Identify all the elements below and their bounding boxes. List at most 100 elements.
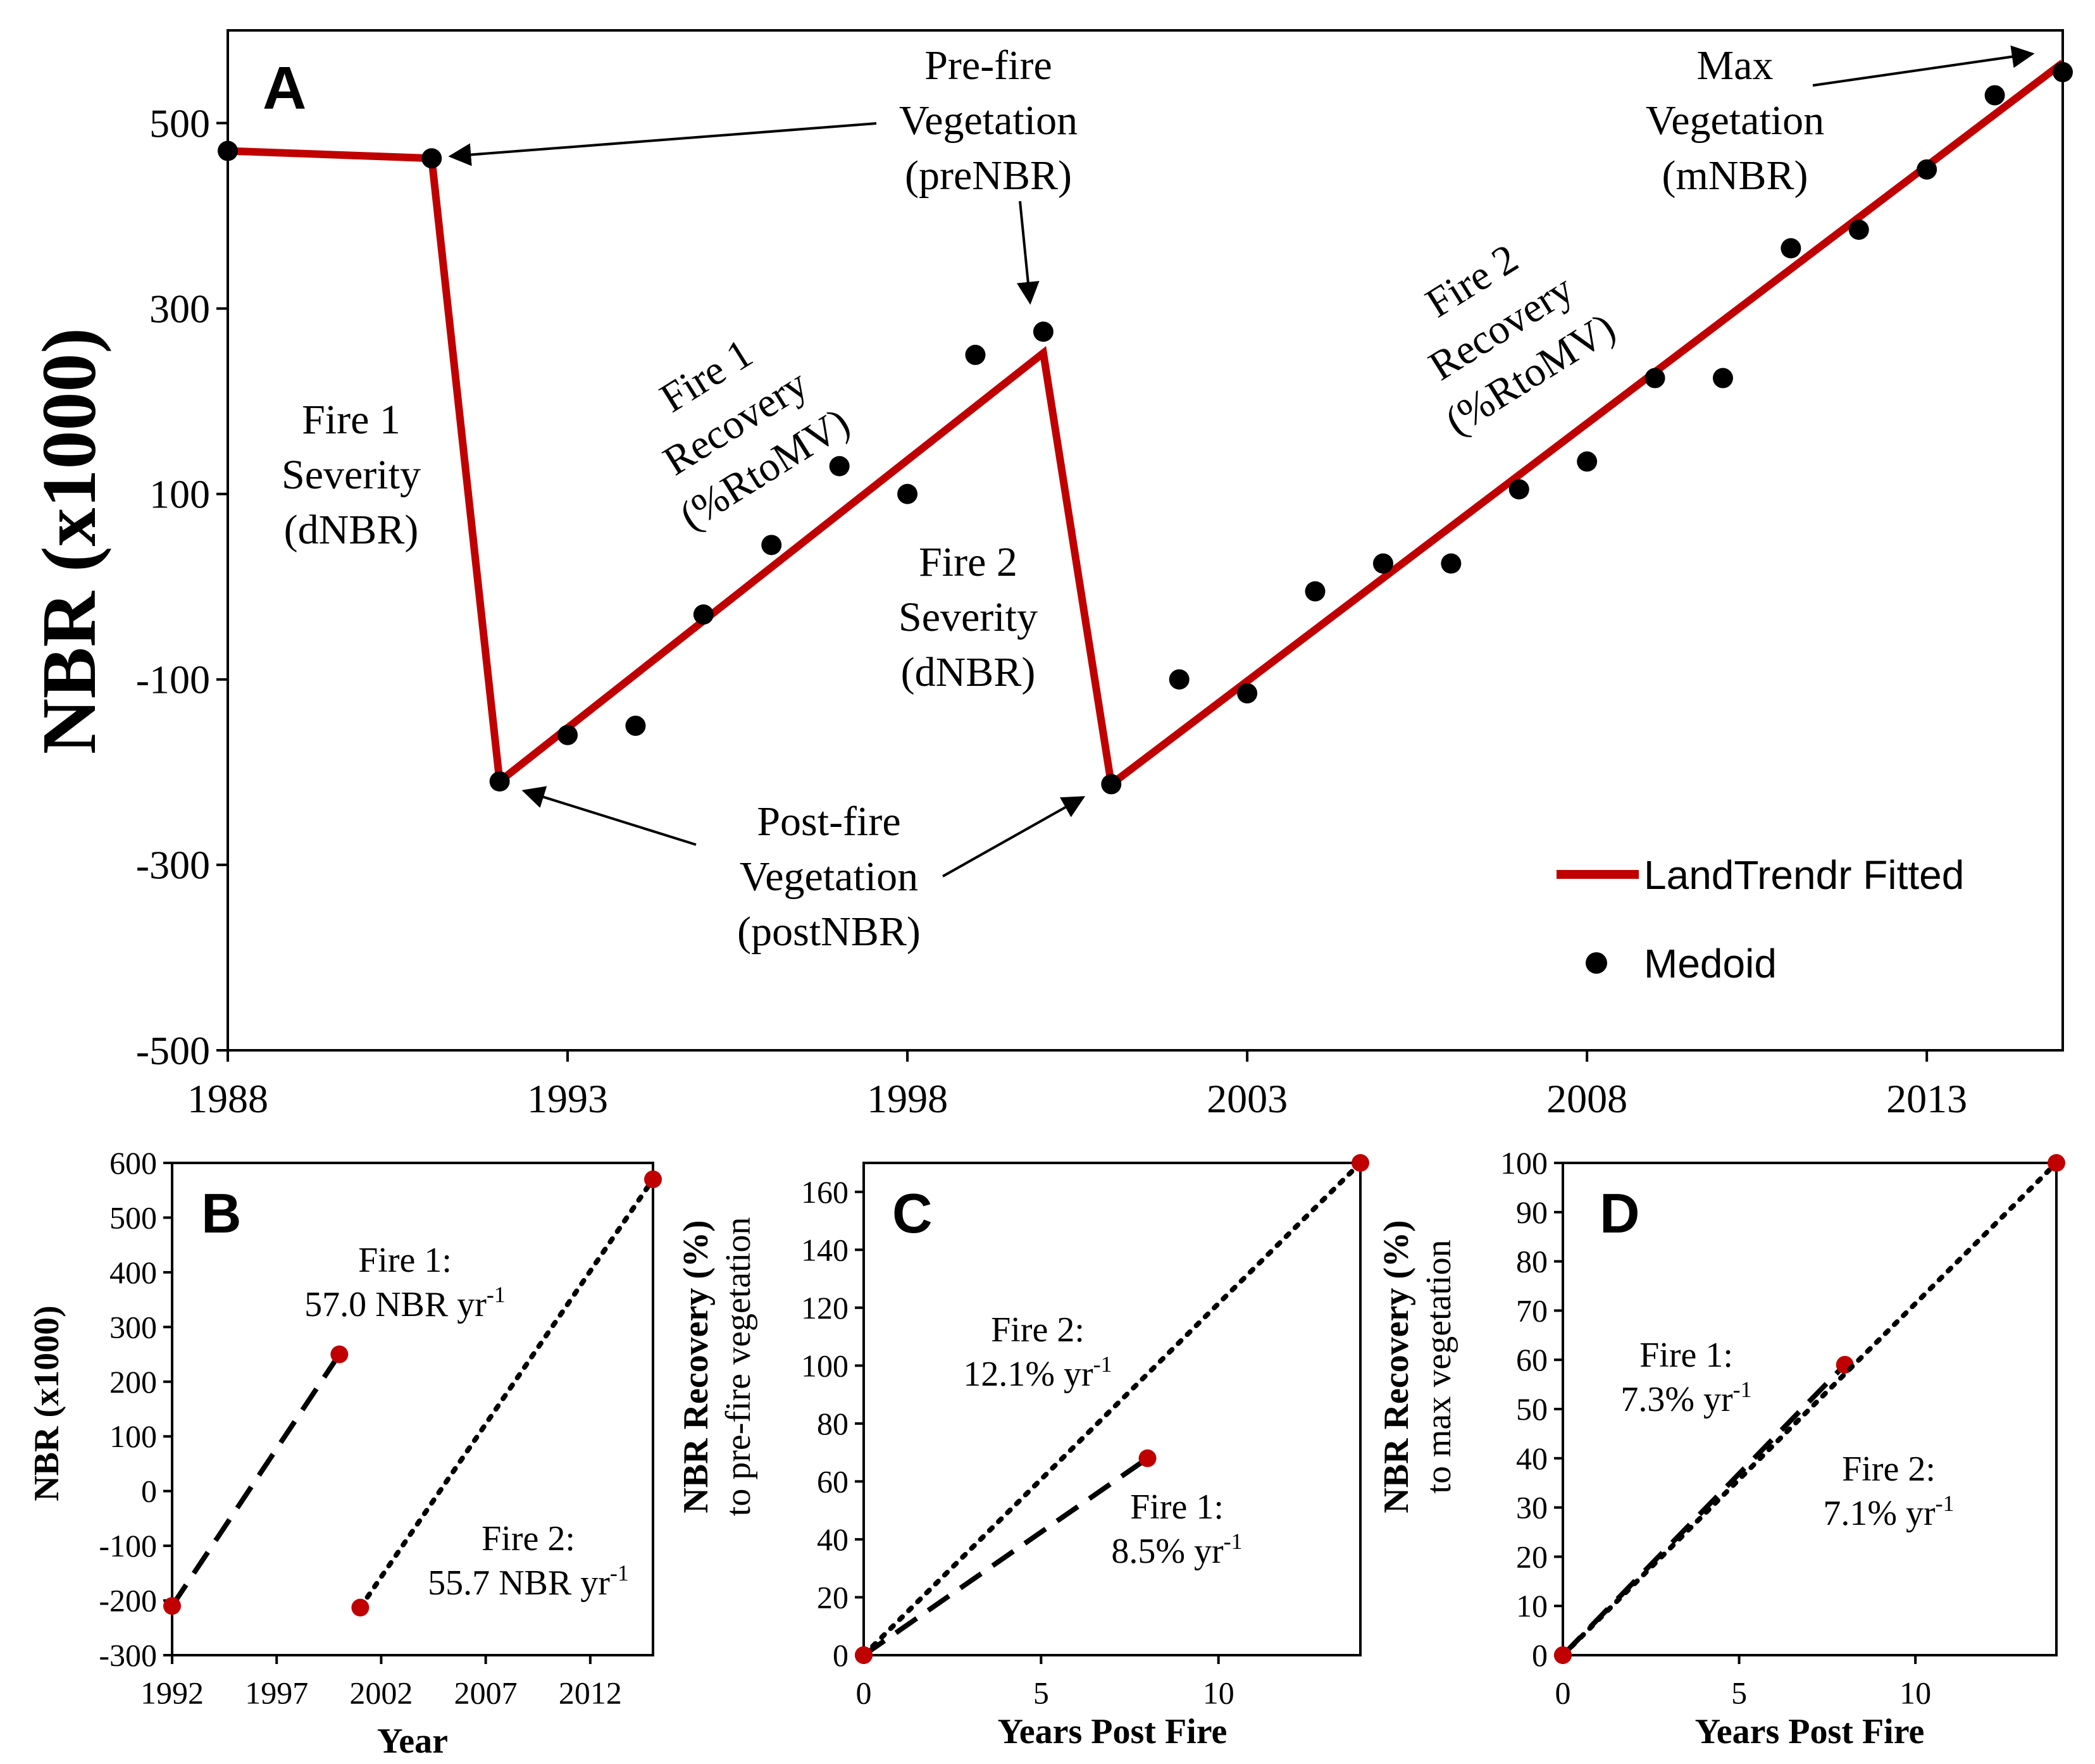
panel-a-medoid-points [218, 61, 2073, 795]
medoid-point [1169, 669, 1190, 690]
panel-a-frame [227, 29, 2064, 1052]
panel-c-ytick-label: 80 [817, 1406, 849, 1441]
panel-d-xlabel: Years Post Fire [1695, 1712, 1925, 1751]
panel-b-ytick-label: 200 [109, 1364, 157, 1400]
panel-b-frame [171, 1162, 654, 1656]
medoid-point [421, 148, 442, 169]
panel-d-fire2-value: 7.1% yr [1823, 1494, 1936, 1533]
panel-d-label-fire2: Fire 2: 7.1% yr-1 [1823, 1450, 1954, 1533]
annotation-mnbr-line1: Max [1697, 42, 1774, 89]
panel-a-xtick-label: 2013 [1886, 1076, 1967, 1121]
panel-c-fire2-rate: 12.1% yr-1 [963, 1351, 1112, 1394]
medoid-point [625, 716, 646, 736]
panel-b-fire2-end-point [644, 1170, 662, 1188]
annotation-fire1-severity-line1: Fire 1 [302, 397, 401, 443]
panel-b-ytick-label: 500 [109, 1200, 157, 1235]
panel-b-xtick-label: 2012 [559, 1675, 622, 1711]
panel-d-fire1-value: 7.3% yr [1620, 1380, 1733, 1419]
annotation-mnbr-line2: Vegetation [1646, 97, 1824, 144]
medoid-point [965, 344, 986, 365]
panel-c-xtick-label: 5 [1033, 1675, 1049, 1711]
panel-b-letter: B [201, 1182, 242, 1245]
annotation-postnbr-line2: Vegetation [740, 854, 918, 900]
annotation-prenbr-line2: Vegetation [899, 97, 1078, 144]
panel-b-ytick-label: -100 [99, 1528, 157, 1563]
medoid-point [218, 140, 238, 161]
medoid-point [1781, 238, 1801, 259]
annotation-fire2-recovery: Fire 2 Recovery (%RtoMV) [1418, 235, 1623, 444]
medoid-point [1644, 368, 1665, 388]
medoid-point [557, 724, 578, 745]
panel-c-fire1-rate: 8.5% yr-1 [1111, 1529, 1242, 1571]
arrow-prenbr-2 [1016, 201, 1040, 305]
panel-a-xtick-label: 1998 [867, 1076, 948, 1121]
panel-c-fire1-value: 8.5% yr [1111, 1532, 1224, 1571]
panel-a-legend: LandTrendr Fitted Medoid [1557, 852, 1964, 986]
medoid-point [1441, 553, 1462, 574]
panel-c-fire2-end-point [1352, 1154, 1369, 1172]
legend-medoid-swatch [1586, 952, 1607, 974]
panel-b-ytick-label: -200 [99, 1583, 157, 1618]
panel-c-ylabel: NBR Recovery (%) [676, 1220, 716, 1513]
annotation-fire2-severity-line2: Severity [898, 594, 1038, 640]
annotation-fire1-severity: Fire 1 Severity (dNBR) [282, 397, 421, 553]
panel-b-xtick-label: 2007 [454, 1675, 518, 1711]
panel-d-label-fire1: Fire 1: 7.3% yr-1 [1620, 1336, 1751, 1419]
medoid-point [1577, 451, 1598, 472]
medoid-point [693, 604, 714, 625]
panel-b-ytick-label: 400 [109, 1255, 157, 1290]
panel-c-ylabel2: to pre-fire vegetation [719, 1217, 758, 1517]
panel-b-series [163, 1170, 662, 1617]
panel-d-fire1-rate: 7.3% yr-1 [1620, 1377, 1751, 1419]
panel-b-fire1-title: Fire 1: [358, 1241, 452, 1280]
medoid-point [1033, 321, 1054, 342]
medoid-point [829, 456, 850, 476]
panel-d-fire2-start-point [1554, 1646, 1572, 1664]
panel-b-label-fire1: Fire 1: 57.0 NBR yr-1 [304, 1241, 506, 1324]
panel-c-ytick-label: 140 [801, 1232, 849, 1267]
panel-a-xtick-label: 2008 [1546, 1076, 1627, 1121]
panel-c-xlabel: Years Post Fire [998, 1712, 1228, 1751]
panel-a-xtick-label: 2003 [1207, 1076, 1288, 1121]
panel-b-fire1-rate: 57.0 NBR yr-1 [304, 1282, 506, 1324]
panel-c-fire2-title: Fire 2: [991, 1310, 1085, 1350]
panel-b-fire2-line [357, 1176, 656, 1610]
panel-c-fire2-sup: -1 [1093, 1351, 1112, 1377]
panel-c-xtick-label: 0 [856, 1675, 872, 1711]
panel-d-ytick-label: 80 [1516, 1244, 1548, 1279]
panel-b-yticks: 600 500 400 300 200 100 0 -100 -200 -300 [99, 1145, 172, 1673]
panel-c-ytick-label: 100 [801, 1348, 849, 1383]
annotation-mnbr-line3: (mNBR) [1662, 152, 1808, 199]
panel-c-letter: C [892, 1182, 933, 1245]
panel-c-fire1-sup: -1 [1224, 1529, 1243, 1554]
annotation-fire1-severity-line3: (dNBR) [284, 507, 419, 553]
panel-d-xtick-label: 10 [1899, 1675, 1931, 1711]
panel-d-fire1-title: Fire 1: [1639, 1336, 1733, 1375]
panel-d-ytick-label: 10 [1516, 1588, 1548, 1624]
fit-series-line [227, 59, 2065, 792]
medoid-point [1508, 479, 1529, 500]
panel-d-series [1554, 1154, 2065, 1664]
panel-a-ytick-label: 500 [149, 101, 210, 146]
panel-d-ytick-label: 30 [1516, 1490, 1548, 1525]
panel-b-fire1-start-point [163, 1597, 181, 1615]
panel-c-xticks: 0 5 10 [856, 1655, 1234, 1711]
panel-d-ytick-label: 0 [1532, 1637, 1548, 1673]
panel-a-fit-line [227, 59, 2065, 792]
panel-c-frame [862, 1162, 1362, 1656]
panel-b-fire1-line [170, 1353, 342, 1608]
panel-b-fire2-title: Fire 2: [482, 1519, 575, 1558]
panel-d-xtick-label: 0 [1555, 1675, 1571, 1711]
panel-c-fire1-line [862, 1456, 1149, 1658]
medoid-point [1917, 159, 1937, 180]
panel-c-ytick-label: 40 [817, 1522, 849, 1557]
panel-c-fire2-start-point [855, 1646, 873, 1664]
panel-a-xtick-label: 1988 [187, 1076, 268, 1121]
panel-d-ytick-label: 50 [1516, 1391, 1548, 1427]
panel-b-fire2-rate: 55.7 NBR yr-1 [428, 1560, 629, 1603]
panel-d-ytick-label: 40 [1516, 1441, 1548, 1476]
panel-c-ytick-label: 20 [817, 1579, 849, 1615]
medoid-point [489, 771, 510, 792]
